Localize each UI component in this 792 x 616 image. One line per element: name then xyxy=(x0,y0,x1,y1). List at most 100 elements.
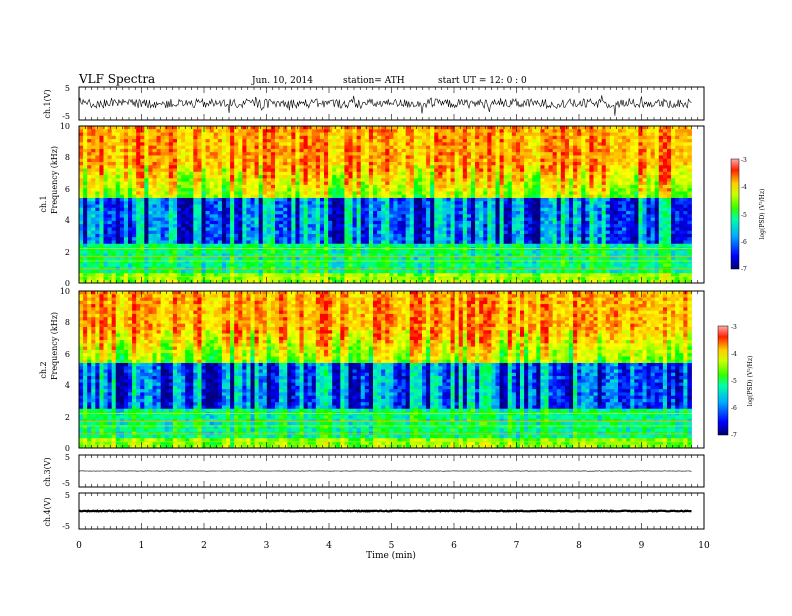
spectrogram-1-cell xyxy=(356,191,362,196)
spectrogram-1-cell xyxy=(340,145,345,150)
spectrogram-1-cell xyxy=(348,168,353,173)
spectrogram-1-cell xyxy=(319,220,325,225)
spectrogram-1-cell xyxy=(164,142,170,147)
spectrogram-1-cell xyxy=(226,211,231,215)
spectrogram-1-cell xyxy=(189,145,194,150)
spectrogram-1-cell xyxy=(189,230,194,235)
spectrogram-1-cell xyxy=(177,171,182,176)
spectrogram-1-cell xyxy=(95,165,100,169)
spectrogram-1-cell xyxy=(495,217,500,222)
spectrogram-1-cell xyxy=(426,145,431,150)
spectrogram-1-cell xyxy=(160,132,166,137)
spectrogram-1-cell xyxy=(495,145,500,150)
spectrogram-1-cell xyxy=(295,171,300,176)
spectrogram-1-cell xyxy=(389,194,394,199)
spectrogram-1-cell xyxy=(287,227,292,232)
spectrogram-1-cell xyxy=(234,276,239,281)
spectrogram-1-cell xyxy=(336,263,341,268)
spectrogram-1-cell xyxy=(332,139,337,143)
spectrogram-1-cell xyxy=(287,276,292,281)
spectrogram-1-cell xyxy=(160,181,166,186)
spectrogram-1-cell xyxy=(344,194,349,199)
spectrogram-1-cell xyxy=(458,184,464,189)
spectrogram-1-cell xyxy=(111,165,117,169)
spectrogram-1-cell xyxy=(487,178,492,182)
spectrogram-1-cell xyxy=(238,240,243,245)
spectrogram-1-cell xyxy=(226,168,231,173)
spectrogram-1-cell xyxy=(189,168,194,173)
spectrogram-1-cell xyxy=(250,142,255,147)
spectrogram-1-cell xyxy=(226,188,231,192)
spectrogram-1-cell xyxy=(356,152,362,156)
spectrogram-1-cell xyxy=(217,237,223,241)
spectrogram-1-cell xyxy=(242,214,247,218)
spectrogram-1-cell xyxy=(315,273,321,277)
spectrogram-1-cell xyxy=(79,194,84,199)
spectrogram-1-cell xyxy=(168,129,174,133)
spectrogram-1-cell xyxy=(434,211,439,215)
spectrogram-1-cell xyxy=(332,171,337,176)
spectrogram-1-cell xyxy=(156,211,162,215)
spectrogram-1-cell xyxy=(111,145,117,150)
spectrogram-1-cell xyxy=(177,148,182,153)
spectrogram-1-cell xyxy=(279,260,284,264)
spectrogram-1-cell xyxy=(446,165,451,169)
spectrogram-1-cell xyxy=(99,211,104,215)
spectrogram-1-cell xyxy=(295,165,300,169)
spectrogram-1-cell xyxy=(287,214,292,218)
spectrogram-1-cell xyxy=(446,207,451,212)
spectrogram-1-cell xyxy=(107,132,113,137)
spectrogram-1-cell xyxy=(332,276,337,281)
spectrogram-1-cell xyxy=(442,139,447,143)
spectrogram-1-cell xyxy=(238,204,243,209)
spectrogram-1-cell xyxy=(193,142,198,147)
spectrogram-1-cell xyxy=(172,263,178,268)
spectrogram-1-cell xyxy=(291,129,296,133)
spectrogram-1-cell xyxy=(324,191,329,196)
spectrogram-1-cell xyxy=(254,217,260,222)
spectrogram-1-cell xyxy=(446,233,451,238)
spectrogram-1-cell xyxy=(156,214,162,218)
spectrogram-1-cell xyxy=(177,197,182,202)
spectrogram-1-cell xyxy=(454,135,460,140)
spectrogram-1-cell xyxy=(475,126,480,130)
spectrogram-1-cell xyxy=(189,256,194,261)
spectrogram-1-cell xyxy=(238,260,243,264)
spectrogram-1-cell xyxy=(197,175,202,179)
spectrogram-1-cell xyxy=(479,269,484,274)
spectrogram-1-cell xyxy=(462,204,468,209)
spectrogram-1-cell xyxy=(475,188,480,192)
spectrogram-1-cell xyxy=(217,197,223,202)
spectrogram-1-cell xyxy=(319,204,325,209)
spectrogram-1-cell xyxy=(348,126,353,130)
spectrogram-1-cell xyxy=(275,197,280,202)
spectrogram-1-cell xyxy=(389,148,394,153)
spectrogram-1-cell xyxy=(164,161,170,166)
spectrogram-1-cell xyxy=(336,184,341,189)
spectrogram-1-cell xyxy=(221,194,227,199)
spectrogram-1-cell xyxy=(291,260,296,264)
spectrogram-1-cell xyxy=(315,253,321,258)
spectrogram-1-cell xyxy=(152,279,157,284)
spectrogram-1-cell xyxy=(217,184,223,189)
spectrogram-1-cell xyxy=(205,129,211,133)
spectrogram-1-cell xyxy=(417,240,423,245)
spectrogram-1-cell xyxy=(303,152,309,156)
spectrogram-1-cell xyxy=(332,217,337,222)
spectrogram-1-cell xyxy=(487,253,492,258)
spectrogram-1-cell xyxy=(103,184,108,189)
spectrogram-1-cell xyxy=(270,256,276,261)
spectrogram-1-cell xyxy=(181,273,186,277)
spectrogram-1-cell xyxy=(172,273,178,277)
spectrogram-1-cell xyxy=(389,135,394,140)
spectrogram-1-cell xyxy=(409,214,415,218)
spectrogram-1-cell xyxy=(128,126,133,130)
spectrogram-1-cell xyxy=(283,263,288,268)
spectrogram-1-cell xyxy=(128,207,133,212)
spectrogram-1-cell xyxy=(238,201,243,205)
spectrogram-1-cell xyxy=(242,145,247,150)
spectrogram-1-cell xyxy=(442,224,447,228)
spectrogram-1-cell xyxy=(450,204,456,209)
spectrogram-1-cell xyxy=(344,220,349,225)
spectrogram-1-cell xyxy=(262,142,268,147)
